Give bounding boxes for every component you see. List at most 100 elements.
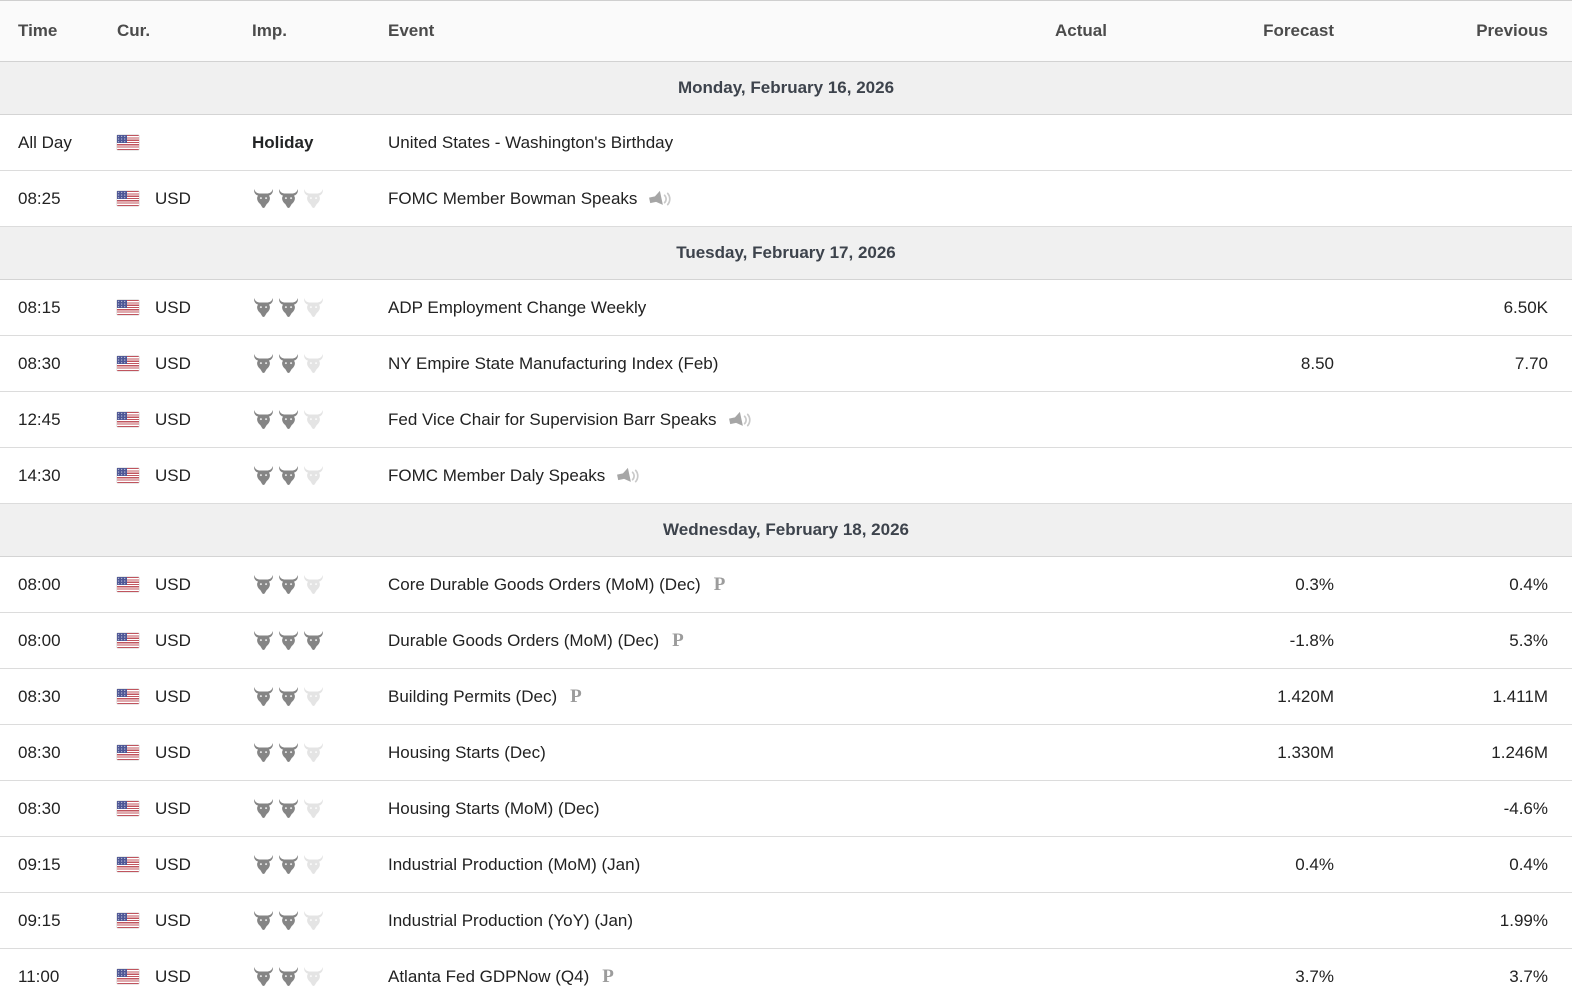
event-time: 08:00	[18, 630, 61, 650]
column-header-time: Time	[18, 21, 58, 40]
currency-code: USD	[155, 574, 191, 594]
currency-code: USD	[155, 686, 191, 706]
event-name[interactable]: Industrial Production (MoM) (Jan)	[388, 854, 641, 874]
column-header-currency: Cur.	[117, 21, 151, 40]
event-name[interactable]: ADP Employment Change Weekly	[388, 297, 647, 317]
event-row[interactable]: 09:15 USD Industrial Production (MoM) (J…	[0, 837, 1572, 893]
event-row[interactable]: 08:30 USD NY Empire State Manufacturing …	[0, 336, 1572, 392]
event-time: 08:25	[18, 188, 61, 208]
event-time: 08:15	[18, 297, 61, 317]
event-importance	[252, 409, 388, 430]
us-flag-icon	[117, 633, 139, 648]
event-name[interactable]: Durable Goods Orders (MoM) (Dec)	[388, 630, 660, 650]
day-separator-row: Tuesday, February 17, 2026	[0, 227, 1572, 280]
event-name-cell[interactable]: FOMC Member Bowman Speaks	[388, 189, 947, 209]
event-name[interactable]: FOMC Member Bowman Speaks	[388, 188, 638, 208]
event-name-cell[interactable]: NY Empire State Manufacturing Index (Feb…	[388, 354, 947, 374]
event-name-cell[interactable]: Housing Starts (MoM) (Dec)	[388, 799, 947, 819]
event-row[interactable]: All Day Holiday United States - Washingt…	[0, 115, 1572, 171]
column-header-actual: Actual	[1055, 21, 1107, 40]
event-name-cell[interactable]: Building Permits (Dec) P	[388, 686, 947, 708]
us-flag-icon	[117, 135, 139, 150]
bull-importance-icon	[254, 910, 273, 930]
event-name-cell[interactable]: Housing Starts (Dec)	[388, 743, 947, 763]
event-row[interactable]: 08:00 USD Durable Goods Orders (MoM) (De…	[0, 613, 1572, 669]
bull-importance-icon	[304, 353, 323, 373]
currency-code: USD	[155, 742, 191, 762]
event-importance: Holiday	[252, 133, 388, 153]
event-forecast: 1.420M	[1277, 686, 1334, 706]
currency-code: USD	[155, 297, 191, 317]
event-name[interactable]: Fed Vice Chair for Supervision Barr Spea…	[388, 409, 717, 429]
event-time: 14:30	[18, 465, 61, 485]
event-time: 08:30	[18, 353, 61, 373]
event-row[interactable]: 08:30 USD Housing Starts (MoM) (Dec) -4.…	[0, 781, 1572, 837]
event-time: 08:30	[18, 742, 61, 762]
currency-code: USD	[155, 353, 191, 373]
event-row[interactable]: 08:25 USD FOMC Member Bowman Speaks	[0, 171, 1572, 227]
event-name-cell[interactable]: Industrial Production (MoM) (Jan)	[388, 855, 947, 875]
event-row[interactable]: 14:30 USD FOMC Member Daly Speaks	[0, 448, 1572, 504]
event-previous: -4.6%	[1503, 798, 1548, 818]
event-time: 08:30	[18, 798, 61, 818]
bull-importance-icon	[279, 854, 298, 874]
event-name-cell[interactable]: ADP Employment Change Weekly	[388, 298, 947, 318]
event-importance	[252, 188, 388, 209]
preliminary-P-icon: P	[672, 629, 684, 651]
column-header-previous: Previous	[1476, 21, 1548, 40]
bull-importance-icon	[304, 465, 323, 485]
event-previous: 0.4%	[1509, 574, 1548, 594]
event-row[interactable]: 12:45 USD Fed Vice Chair for Supervision…	[0, 392, 1572, 448]
event-name-cell[interactable]: Fed Vice Chair for Supervision Barr Spea…	[388, 410, 947, 430]
event-currency-cell: USD	[117, 687, 252, 707]
bull-importance-icon	[279, 910, 298, 930]
event-name[interactable]: NY Empire State Manufacturing Index (Feb…	[388, 353, 719, 373]
bull-importance-icon	[279, 297, 298, 317]
bull-importance-icon	[279, 966, 298, 986]
event-name[interactable]: United States - Washington's Birthday	[388, 132, 674, 152]
event-row[interactable]: 11:00 USD Atlanta Fed GDPNow (Q4) P 3.7%…	[0, 949, 1572, 1002]
bull-importance-icon	[254, 188, 273, 208]
event-name[interactable]: Atlanta Fed GDPNow (Q4)	[388, 966, 590, 986]
event-name-cell[interactable]: United States - Washington's Birthday	[388, 133, 947, 153]
event-row[interactable]: 08:00 USD Core Durable Goods Orders (MoM…	[0, 557, 1572, 613]
bull-importance-icon	[279, 353, 298, 373]
event-currency-cell: USD	[117, 466, 252, 486]
event-name-cell[interactable]: Atlanta Fed GDPNow (Q4) P	[388, 966, 947, 988]
event-row[interactable]: 08:15 USD ADP Employment Change Weekly 6…	[0, 280, 1572, 336]
event-name-cell[interactable]: Durable Goods Orders (MoM) (Dec) P	[388, 630, 947, 652]
event-name[interactable]: Housing Starts (Dec)	[388, 742, 546, 762]
bull-importance-icon	[304, 297, 323, 317]
importance-bulls	[252, 353, 388, 374]
bull-importance-icon	[254, 742, 273, 762]
event-row[interactable]: 09:15 USD Industrial Production (YoY) (J…	[0, 893, 1572, 949]
event-importance	[252, 742, 388, 763]
event-name[interactable]: Housing Starts (MoM) (Dec)	[388, 798, 600, 818]
day-label: Wednesday, February 18, 2026	[663, 520, 909, 539]
bull-importance-icon	[304, 798, 323, 818]
bull-importance-icon	[254, 966, 273, 986]
importance-bulls	[252, 574, 388, 595]
day-separator-row: Wednesday, February 18, 2026	[0, 504, 1572, 557]
importance-bulls	[252, 630, 388, 651]
event-name[interactable]: Industrial Production (YoY) (Jan)	[388, 910, 634, 930]
preliminary-P-icon: P	[713, 573, 726, 595]
bull-importance-icon	[279, 686, 298, 706]
us-flag-icon	[117, 689, 139, 704]
event-name-cell[interactable]: Industrial Production (YoY) (Jan)	[388, 911, 947, 931]
event-currency-cell: USD	[117, 743, 252, 763]
currency-code: USD	[155, 188, 191, 208]
event-row[interactable]: 08:30 USD Building Permits (Dec) P 1.420…	[0, 669, 1572, 725]
event-name-cell[interactable]: FOMC Member Daly Speaks	[388, 466, 947, 486]
event-currency-cell: USD	[117, 410, 252, 430]
us-flag-icon	[117, 191, 139, 206]
bull-importance-icon	[254, 798, 273, 818]
event-name-cell[interactable]: Core Durable Goods Orders (MoM) (Dec) P	[388, 574, 947, 596]
event-name[interactable]: Core Durable Goods Orders (MoM) (Dec)	[388, 574, 701, 594]
event-name[interactable]: FOMC Member Daly Speaks	[388, 465, 606, 485]
event-row[interactable]: 08:30 USD Housing Starts (Dec) 1.330M 1.…	[0, 725, 1572, 781]
bull-importance-icon	[279, 798, 298, 818]
table-header-row: Time Cur. Imp. Event Actual Forecast Pre…	[0, 1, 1572, 62]
event-name[interactable]: Building Permits (Dec)	[388, 686, 558, 706]
